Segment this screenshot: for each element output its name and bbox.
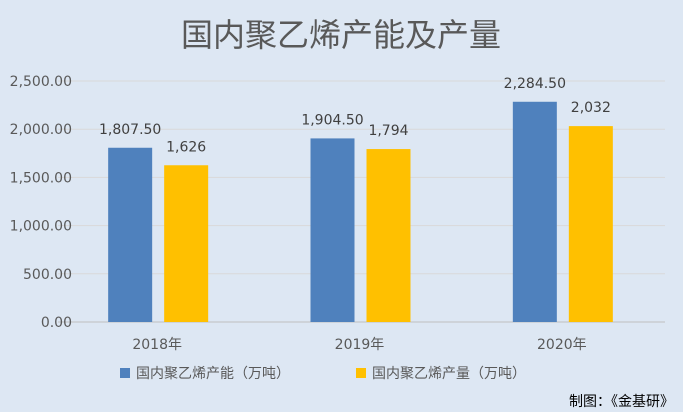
data-label: 1,626	[166, 139, 206, 155]
credit-text: 制图：《金基研》	[569, 393, 674, 410]
data-label: 1,807.50	[99, 122, 161, 138]
data-label: 2,284.50	[504, 76, 566, 92]
legend-swatch	[120, 368, 130, 378]
x-tick-label: 2020年	[537, 337, 587, 353]
bar-capacity	[512, 101, 557, 322]
y-tick-label: 1,000.00	[10, 219, 72, 235]
bar-output	[366, 149, 411, 322]
y-tick-label: 2,000.00	[10, 122, 72, 138]
x-tick-label: 2018年	[132, 337, 182, 353]
y-tick-label: 1,500.00	[10, 170, 72, 186]
chart-title: 国内聚乙烯产能及产量	[181, 16, 501, 54]
bar-capacity	[310, 138, 355, 322]
y-tick-label: 500.00	[23, 267, 72, 283]
data-label: 1,904.50	[301, 112, 363, 128]
y-tick-label: 0.00	[41, 315, 72, 331]
data-label: 1,794	[368, 123, 408, 139]
legend-label: 国内聚乙烯产量（万吨）	[372, 366, 526, 382]
y-tick-label: 2,500.00	[10, 74, 72, 90]
data-label: 2,032	[571, 100, 611, 116]
legend-label: 国内聚乙烯产能（万吨）	[136, 366, 290, 382]
bar-output	[164, 165, 209, 322]
x-tick-label: 2019年	[335, 337, 385, 353]
legend-swatch	[356, 368, 366, 378]
bar-output	[568, 126, 613, 322]
bar-capacity	[108, 147, 153, 322]
